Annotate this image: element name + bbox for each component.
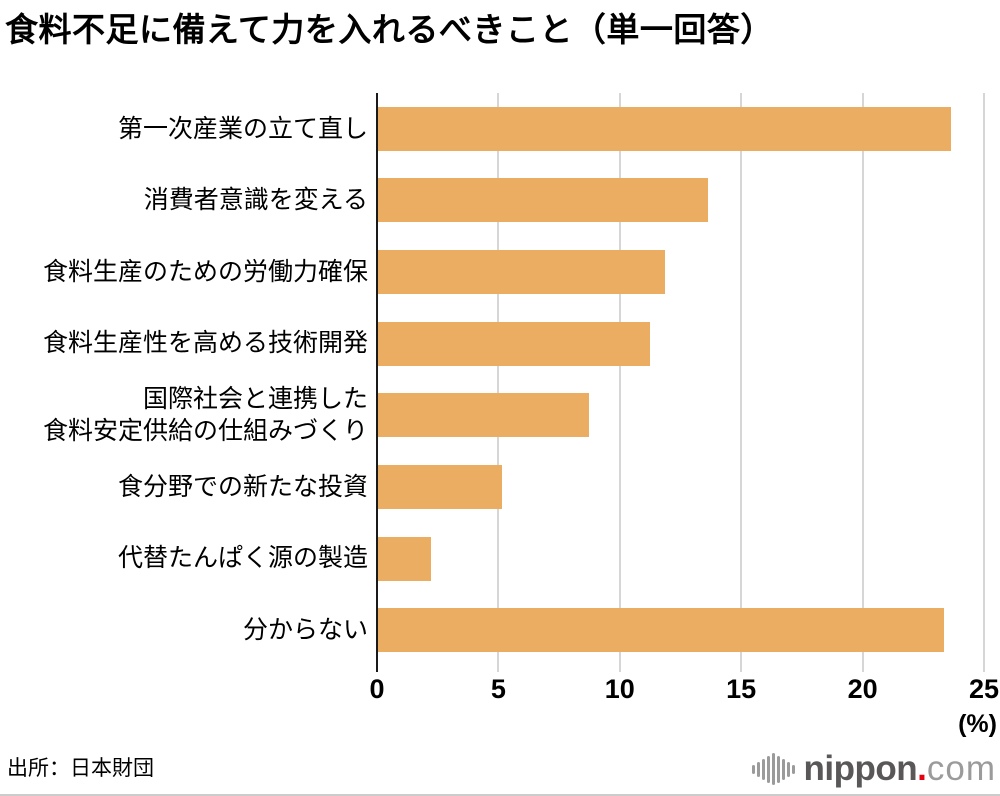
- bar: [378, 106, 951, 151]
- x-tick-label: 15: [726, 674, 757, 704]
- bar: [378, 393, 590, 438]
- category-label: 食分野での新たな投資: [117, 472, 368, 501]
- logo-dot: .: [917, 749, 927, 788]
- logo-tld: com: [926, 749, 996, 788]
- nippon-com-logo: nippon . com: [751, 747, 996, 791]
- gridline-x-10: [618, 93, 621, 672]
- category-label: 食料生産性を高める技術開発: [42, 329, 368, 358]
- category-label: 分からない: [242, 615, 368, 644]
- source-note: 出所：日本財団: [7, 757, 154, 780]
- x-axis-unit-label: (%): [958, 710, 997, 738]
- category-label: 国際社会と連携した 食料安定供給の仕組みづくり: [42, 384, 368, 446]
- bottom-divider: [0, 794, 1000, 796]
- gridline-x-20: [861, 93, 864, 672]
- bar: [378, 536, 432, 581]
- bar: [378, 608, 944, 653]
- category-label: 第一次産業の立て直し: [117, 114, 368, 143]
- bar: [378, 464, 502, 509]
- gridline-x-15: [740, 93, 743, 672]
- waveform-icon: [751, 752, 795, 786]
- chart-title: 食料不足に備えて力を入れるべきこと（単一回答）: [5, 11, 774, 48]
- x-tick-label: 5: [490, 674, 506, 704]
- category-label: 代替たんぱく源の製造: [117, 544, 368, 573]
- gridline-x-25: [983, 93, 985, 672]
- logo-brand: nippon: [803, 749, 918, 788]
- category-label: 消費者意識を変える: [143, 186, 368, 215]
- bar: [378, 178, 709, 223]
- x-tick-label: 20: [847, 674, 878, 704]
- logo-text: nippon . com: [804, 749, 996, 789]
- category-label: 食料生産のための労働力確保: [42, 257, 368, 286]
- bar: [378, 321, 650, 366]
- x-tick-label: 25: [968, 674, 1000, 704]
- x-tick-label: 10: [604, 674, 635, 704]
- y-axis-line: [376, 93, 378, 672]
- bar: [378, 250, 665, 295]
- x-tick-label: 0: [369, 674, 385, 704]
- gridline-x-5: [497, 93, 500, 672]
